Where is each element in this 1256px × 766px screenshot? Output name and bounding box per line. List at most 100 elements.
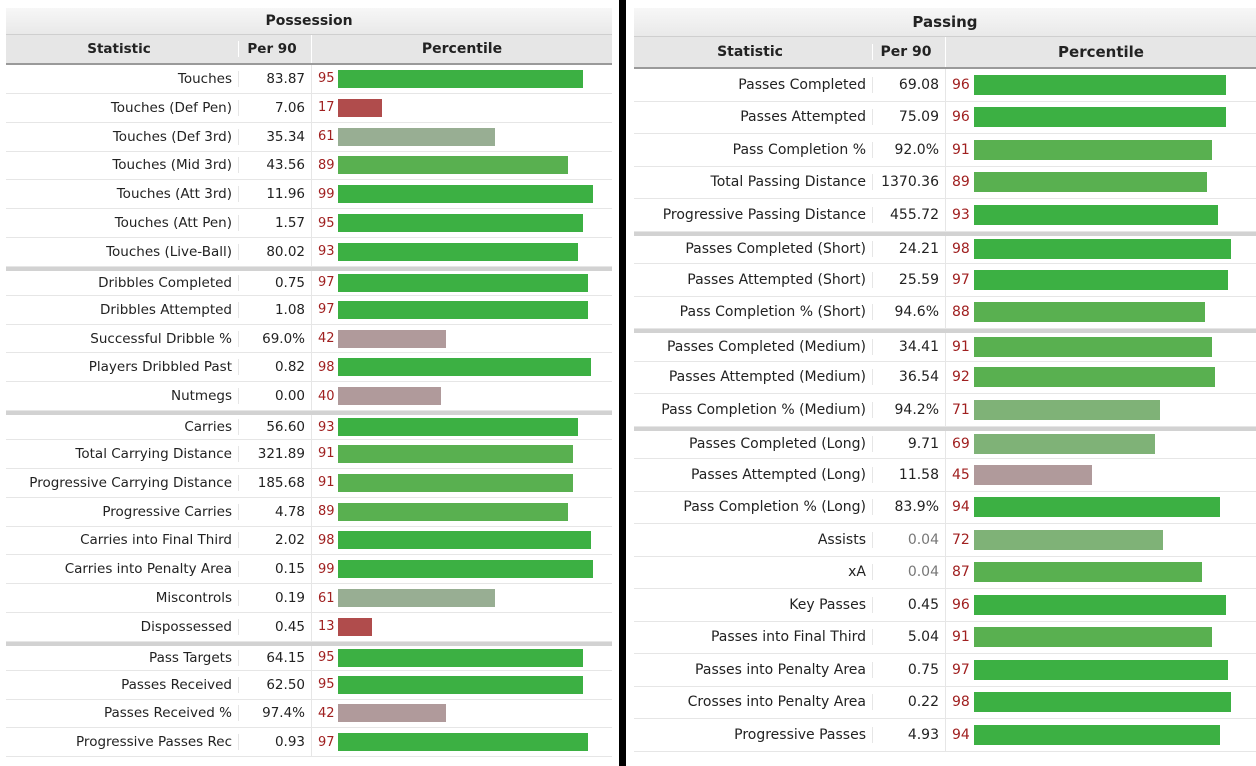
- per90-value: 455.72: [872, 206, 945, 223]
- percentile-cell: 61: [311, 122, 612, 151]
- percentile-value: 99: [318, 561, 335, 577]
- stat-label: Total Carrying Distance: [75, 445, 232, 462]
- percentile-bar-track: [338, 300, 596, 319]
- percentile-bar: [338, 387, 442, 406]
- percentile-cell: 98: [945, 235, 1256, 263]
- percentile-bar-track: [338, 560, 596, 579]
- percentile-bar-track: [338, 444, 596, 463]
- percentile-cell: 97: [945, 264, 1256, 296]
- percentile-bar-track: [338, 704, 596, 723]
- percentile-bar: [974, 269, 1229, 290]
- table-row: Players Dribbled Past 0.82 98: [6, 353, 612, 383]
- stat-label: Touches (Def Pen): [110, 99, 232, 116]
- percentile-value: 92: [952, 369, 970, 386]
- table-row: Touches (Att 3rd) 11.96 99: [6, 180, 612, 210]
- percentile-bar: [338, 675, 584, 694]
- percentile-bar: [974, 497, 1221, 518]
- header-per90[interactable]: Per 90: [238, 41, 311, 57]
- header-per90[interactable]: Per 90: [872, 44, 945, 60]
- table-row: Pass Completion % (Medium) 94.2% 71: [634, 394, 1256, 427]
- table-row: Total Passing Distance 1370.36 89: [634, 166, 1256, 199]
- percentile-value: 89: [952, 174, 970, 191]
- percentile-cell: 92: [945, 361, 1256, 393]
- percentile-value: 98: [952, 241, 970, 258]
- per90-value: 4.78: [238, 503, 311, 520]
- percentile-value: 42: [318, 705, 335, 721]
- stat-label: Miscontrols: [155, 590, 232, 607]
- percentile-bar-track: [974, 172, 1236, 193]
- percentile-value: 93: [952, 206, 970, 223]
- stat-label: Players Dribbled Past: [88, 359, 232, 376]
- stat-label: Carries: [184, 419, 232, 436]
- percentile-cell: 88: [945, 296, 1256, 328]
- percentile-cell: 45: [945, 459, 1256, 491]
- stat-label: Passes Attempted (Short): [687, 271, 866, 288]
- percentile-bar-track: [338, 733, 596, 752]
- stat-label: xA: [848, 564, 866, 581]
- percentile-bar: [974, 692, 1231, 713]
- table-row: Total Carrying Distance 321.89 91: [6, 439, 612, 469]
- stat-label: Touches (Att Pen): [114, 215, 232, 232]
- possession-rows: Touches 83.87 95 Touches (Def Pen) 7.06 17 Tou…: [6, 65, 612, 758]
- percentile-value: 95: [318, 677, 335, 693]
- stat-label: Pass Completion % (Long): [683, 499, 866, 516]
- stat-label: Passes Attempted (Medium): [668, 369, 866, 386]
- table-row: Passes Received % 97.4% 42: [6, 699, 612, 729]
- percentile-bar-track: [974, 336, 1236, 357]
- percentile-bar-track: [974, 367, 1236, 388]
- per90-value: 0.22: [872, 694, 945, 711]
- per90-value: 0.19: [238, 590, 311, 607]
- percentile-value: 94: [952, 499, 970, 516]
- percentile-bar-track: [338, 98, 596, 117]
- stat-label: Carries into Penalty Area: [64, 561, 232, 578]
- percentile-bar: [338, 733, 589, 752]
- percentile-bar: [974, 204, 1218, 225]
- table-row: Progressive Passes 4.93 94: [634, 719, 1256, 752]
- percentile-value: 97: [318, 734, 335, 750]
- percentile-cell: 13: [311, 613, 612, 641]
- per90-value: 185.68: [238, 474, 311, 491]
- percentile-bar: [338, 156, 568, 175]
- per90-value: 92.0%: [872, 141, 945, 158]
- header-statistic[interactable]: Statistic: [717, 44, 783, 60]
- percentile-value: 96: [952, 109, 970, 126]
- header-statistic[interactable]: Statistic: [87, 41, 151, 57]
- percentile-bar: [338, 242, 578, 261]
- percentile-bar: [338, 704, 447, 723]
- stat-label: Touches (Def 3rd): [112, 128, 232, 145]
- table-row: xA 0.04 87: [634, 556, 1256, 589]
- percentile-bar: [338, 300, 589, 319]
- stat-label: Dribbles Attempted: [100, 301, 232, 318]
- percentile-value: 71: [952, 401, 970, 418]
- table-row: Pass Completion % 92.0% 91: [634, 134, 1256, 167]
- per90-value: 97.4%: [238, 705, 311, 722]
- percentile-value: 88: [952, 304, 970, 321]
- per90-value: 34.41: [872, 338, 945, 355]
- percentile-bar: [974, 627, 1213, 648]
- percentile-bar-track: [338, 329, 596, 348]
- percentile-bar-track: [338, 69, 596, 88]
- percentile-bar: [338, 214, 584, 233]
- stat-label: Progressive Carrying Distance: [29, 474, 232, 491]
- percentile-bar: [974, 336, 1213, 357]
- per90-value: 56.60: [238, 419, 311, 436]
- percentile-bar: [974, 659, 1229, 680]
- per90-value: 4.93: [872, 726, 945, 743]
- percentile-bar: [974, 139, 1213, 160]
- stat-label: Key Passes: [789, 596, 866, 613]
- percentile-bar-track: [338, 589, 596, 608]
- possession-panel: Possession Statistic Per 90 Percentile T…: [6, 8, 612, 758]
- panel-divider: [619, 0, 626, 766]
- percentile-bar-track: [974, 107, 1236, 128]
- percentile-bar: [338, 444, 573, 463]
- header-percentile[interactable]: Percentile: [945, 37, 1256, 67]
- percentile-bar: [974, 172, 1208, 193]
- percentile-cell: 97: [311, 295, 612, 324]
- percentile-bar-track: [974, 724, 1236, 745]
- percentile-bar: [338, 473, 573, 492]
- header-percentile[interactable]: Percentile: [311, 35, 612, 63]
- table-row: Touches (Def Pen) 7.06 17: [6, 93, 612, 123]
- per90-value: 1.57: [238, 215, 311, 232]
- percentile-cell: 95: [311, 670, 612, 699]
- percentile-cell: 98: [311, 353, 612, 382]
